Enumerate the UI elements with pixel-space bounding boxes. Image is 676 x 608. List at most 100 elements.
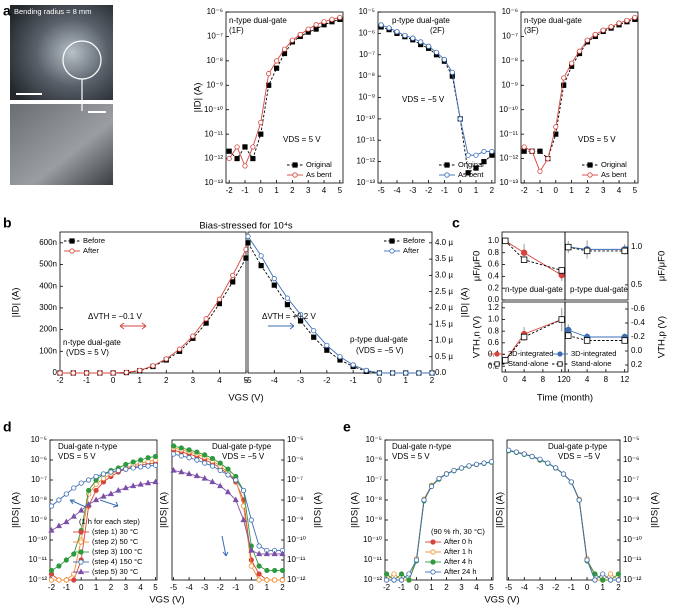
- x-tick-label: 0: [566, 375, 571, 384]
- annotation: ΔVTH = −0.1 V: [88, 312, 142, 321]
- y-tick-label: 300n: [39, 303, 57, 312]
- data-point: [152, 462, 159, 468]
- data-point: [63, 577, 69, 583]
- data-point: [520, 249, 528, 256]
- legend-marker: [69, 238, 75, 244]
- x-tick-label: 3: [306, 186, 311, 195]
- data-point: [152, 453, 159, 460]
- x-tick-label: -3: [409, 186, 417, 195]
- y-tick-label: 10⁻⁹: [623, 515, 640, 524]
- data-point: [521, 451, 527, 457]
- data-point: [329, 16, 335, 22]
- annotation: (VDS = −5 V): [356, 346, 404, 355]
- x-tick-label: 1: [137, 376, 142, 385]
- data-point: [576, 48, 583, 54]
- data-point: [115, 486, 122, 493]
- annotation: VDS = −5 V: [558, 452, 601, 461]
- x-tick-label: -5: [244, 376, 252, 385]
- data-point: [271, 282, 277, 288]
- legend-label: After 1 h: [444, 547, 472, 556]
- data-point: [378, 22, 384, 28]
- data-point: [78, 480, 84, 486]
- y-tick-label: 0.5 µ: [435, 352, 453, 361]
- x-tick-label: 4: [217, 376, 222, 385]
- y-tick-label: 3.0 µ: [435, 270, 453, 279]
- data-point: [305, 26, 311, 32]
- data-point: [209, 478, 216, 485]
- data-point: [217, 482, 224, 489]
- legend-label: (step 3) 100 °C: [92, 547, 143, 556]
- series-line: [508, 450, 619, 581]
- data-point: [48, 567, 55, 574]
- legend-marker: [78, 549, 84, 555]
- x-tick-label: 1: [403, 376, 408, 385]
- data-point: [621, 337, 628, 344]
- annotation: VDS = 5 V: [578, 135, 616, 144]
- data-point: [48, 526, 55, 533]
- data-point: [100, 475, 107, 482]
- data-point: [248, 517, 254, 523]
- y-axis-label: μF/μF0: [472, 251, 483, 281]
- y-tick-label: 10⁻⁵: [359, 7, 375, 16]
- shift-arrow: [119, 322, 147, 330]
- x-tick-label: 5: [489, 583, 494, 592]
- annotation: ΔVTH = +0.2 V: [262, 312, 316, 321]
- data-point: [234, 144, 240, 150]
- data-point: [289, 37, 296, 43]
- y-tick-label: 10⁻¹¹: [205, 129, 224, 138]
- x-axis-label: VGS (V): [149, 595, 184, 606]
- y-tick-label: 10⁻¹⁰: [204, 105, 223, 114]
- data-point: [553, 465, 559, 471]
- y-tick-label: 1.5 µ: [435, 319, 453, 328]
- data-point: [256, 550, 263, 557]
- data-point: [443, 471, 450, 477]
- legend-label: (step 4) 150 °C: [92, 557, 143, 566]
- data-point: [123, 369, 130, 375]
- panel-label: a: [3, 3, 11, 19]
- annotation-arrows: [69, 322, 295, 557]
- data-point: [413, 557, 420, 563]
- x-axis-label: Time (month): [537, 393, 593, 404]
- y-tick-label: 10⁻¹²: [500, 154, 519, 163]
- data-point: [108, 469, 114, 475]
- data-point: [85, 500, 92, 507]
- data-point: [57, 370, 63, 376]
- y-tick-label: 200n: [39, 325, 57, 334]
- series-line: [568, 329, 625, 338]
- x-tick-label: 2: [616, 583, 621, 592]
- y-tick-label: 10⁻¹¹: [623, 555, 642, 564]
- y-tick-label: 0.4: [488, 271, 500, 280]
- x-tick-label: 0: [259, 186, 264, 195]
- annotation: (VDS = 5 V): [66, 348, 109, 357]
- data-point: [233, 477, 239, 483]
- data-point: [48, 577, 55, 583]
- data-point: [130, 482, 137, 489]
- x-tick-label: -3: [536, 583, 544, 592]
- x-tick-label: 3: [124, 583, 129, 592]
- y-tick-label: 0.2: [631, 360, 643, 369]
- x-tick-label: 1: [265, 583, 270, 592]
- y-tick-label: 10⁻⁷: [31, 475, 47, 484]
- data-point: [225, 472, 231, 478]
- annotation: Dual-gate n-type: [392, 442, 452, 451]
- legend-label: Original: [306, 160, 332, 169]
- data-point: [137, 367, 143, 373]
- data-point: [152, 478, 159, 485]
- y-tick-label: 10⁻¹²: [29, 575, 48, 584]
- data-point: [256, 543, 262, 549]
- series-line: [523, 17, 636, 173]
- y-tick-label: 3.5 µ: [435, 254, 453, 263]
- data-point: [271, 550, 278, 557]
- data-point: [272, 567, 278, 574]
- data-point: [600, 27, 606, 33]
- y-tick-label: 10⁻¹²: [357, 157, 376, 166]
- data-point: [615, 571, 622, 577]
- annotation: VDS = 5 V: [392, 452, 430, 461]
- x-tick-label: 2: [430, 376, 435, 385]
- y-tick-label: 10⁻¹⁰: [623, 535, 642, 544]
- y-axis-label: |ID| (A): [460, 288, 471, 318]
- y-tick-label: 10⁻⁶: [359, 28, 375, 37]
- data-point: [481, 159, 487, 165]
- data-point: [457, 116, 463, 122]
- data-point: [97, 370, 103, 376]
